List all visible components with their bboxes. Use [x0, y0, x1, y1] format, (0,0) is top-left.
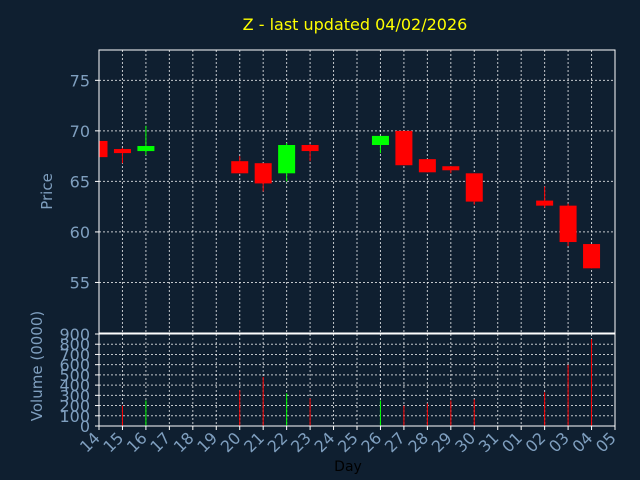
candle-body	[231, 161, 249, 174]
candle-body	[536, 200, 554, 206]
candle-body	[465, 173, 483, 202]
volume-y-tick-label: 0	[80, 417, 90, 436]
candle-body	[301, 145, 319, 152]
volume-y-tick-label: 900	[59, 325, 90, 344]
price-panel: 55 60 65 70 75 Price	[38, 49, 616, 334]
volume-y-tick-label: 800	[59, 335, 90, 354]
chart-title: Z - last updated 04/02/2026	[243, 15, 468, 34]
candle-body	[442, 166, 460, 171]
volume-y-tick-label: 700	[59, 345, 90, 364]
price-frame	[98, 49, 616, 334]
candle-body	[395, 130, 413, 166]
candle-body	[99, 140, 108, 158]
price-y-tick-label: 60	[70, 223, 90, 242]
volume-axis-label: Volume (0000)	[28, 311, 46, 421]
x-axis-label: Day	[334, 459, 362, 475]
candle-body	[137, 146, 155, 152]
candle-body	[583, 244, 601, 269]
volume-y-tick-label: 400	[59, 376, 90, 395]
candle-body	[559, 205, 577, 243]
price-y-tick-label: 75	[70, 71, 90, 90]
candle-body	[418, 159, 436, 173]
volume-y-tick-label: 100	[59, 407, 90, 426]
price-y-ticks: 55 60 65 70 75	[70, 71, 99, 292]
candle-body	[371, 135, 389, 146]
volume-y-tick-label: 200	[59, 397, 90, 416]
price-y-tick-label: 55	[70, 273, 90, 292]
candle-body	[254, 163, 272, 184]
candle-body	[113, 149, 131, 154]
price-y-tick-label: 65	[70, 172, 90, 191]
volume-y-tick-label: 300	[59, 386, 90, 405]
volume-y-tick-label: 600	[59, 356, 90, 375]
price-axis-label: Price	[38, 173, 56, 210]
price-y-tick-label: 70	[70, 122, 90, 141]
volume-bars	[121, 339, 593, 426]
volume-y-tick-label: 500	[59, 366, 90, 385]
candle-body	[278, 145, 296, 174]
